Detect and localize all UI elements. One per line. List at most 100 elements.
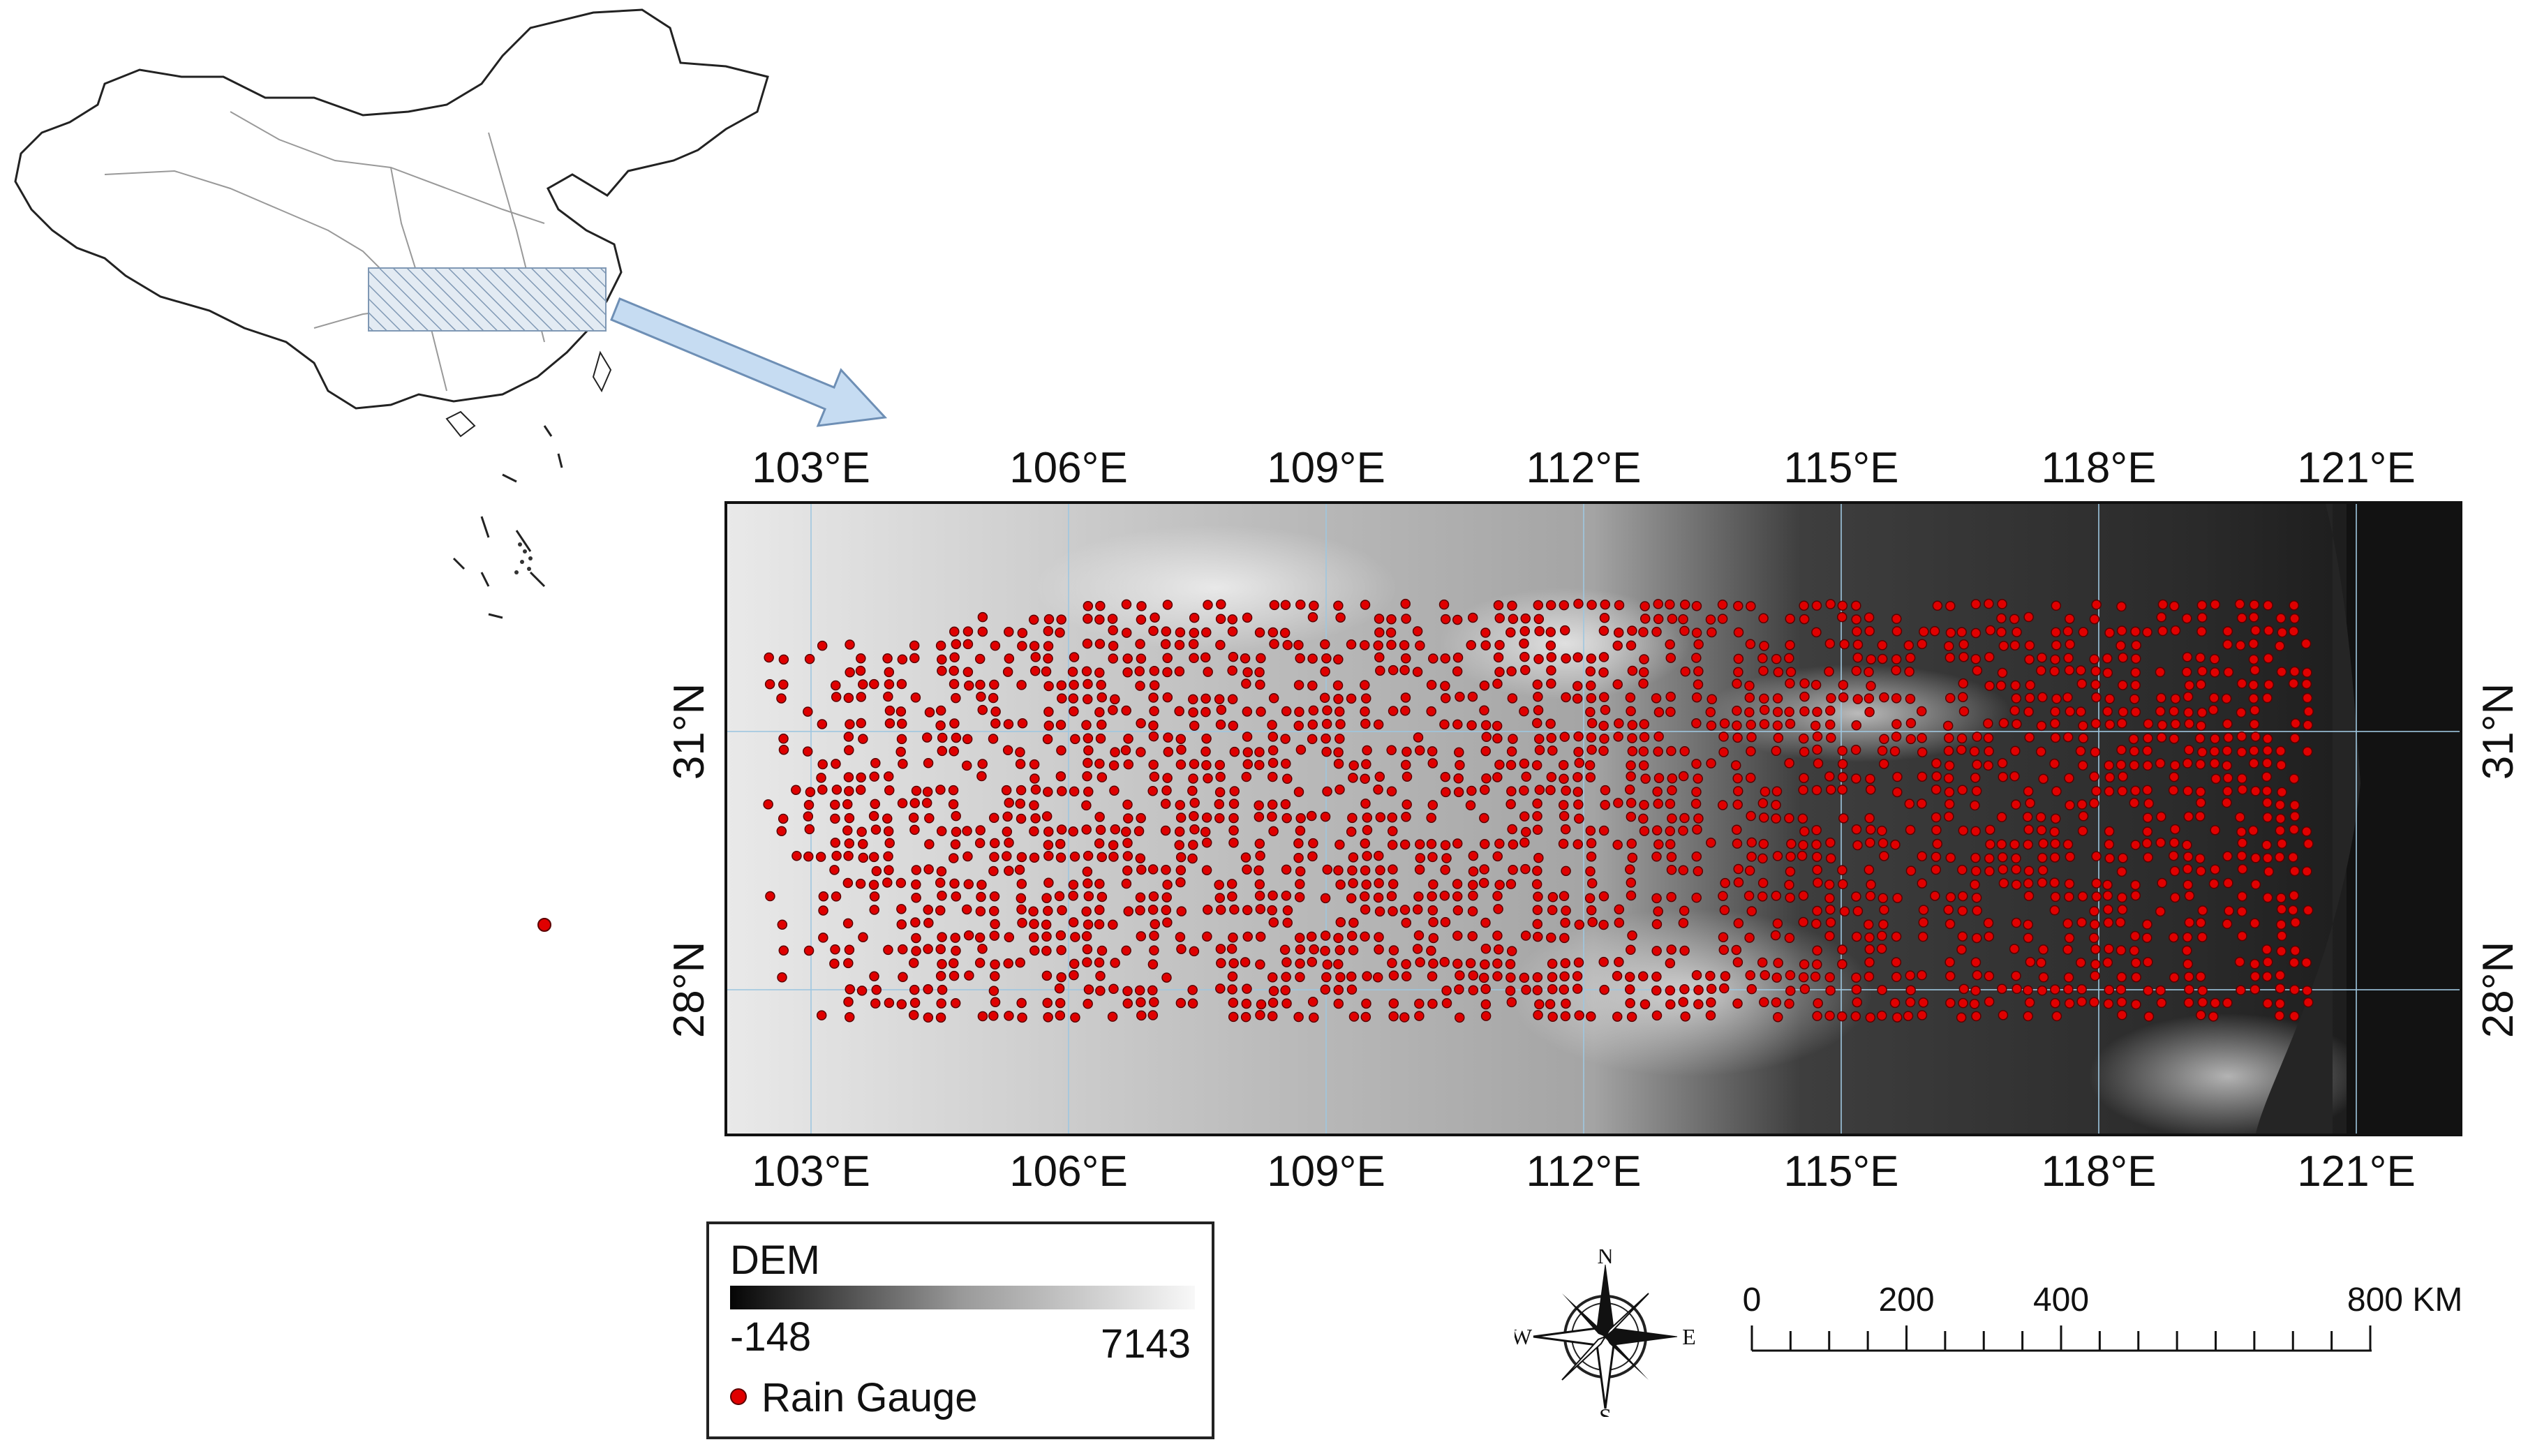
rain-gauge-point: [1016, 997, 1027, 1009]
rain-gauge-point: [2169, 972, 2180, 983]
rain-gauge-point: [2155, 758, 2166, 768]
rain-gauge-point: [1905, 694, 1916, 704]
rain-gauge-point: [1295, 866, 1306, 877]
rain-gauge-point: [1480, 999, 1492, 1010]
rain-gauge-point: [2118, 652, 2128, 663]
rain-gauge-point: [2236, 826, 2247, 838]
rain-gauge-point: [2090, 747, 2101, 757]
rain-gauge-point: [990, 718, 1001, 729]
rain-gauge-point: [858, 852, 869, 863]
rain-gauge-point: [1971, 866, 1981, 877]
rain-gauge-point: [1160, 798, 1171, 809]
rain-gauge-point: [1281, 998, 1292, 1009]
rain-gauge-point: [1905, 866, 1917, 876]
rain-gauge-point: [1216, 704, 1227, 715]
rain-gauge-point: [1015, 957, 1025, 968]
rain-gauge-point: [2289, 626, 2299, 637]
rain-gauge-point: [845, 719, 855, 729]
rain-gauge-point: [2236, 747, 2247, 757]
rain-gauge-point: [1030, 813, 1041, 824]
rain-gauge-point: [2011, 799, 2021, 810]
rain-gauge-point: [1679, 905, 1690, 916]
rain-gauge-point: [1293, 720, 1304, 731]
rain-gauge-point: [1293, 680, 1304, 690]
rain-gauge-point: [1452, 891, 1463, 902]
rain-gauge-point: [1385, 627, 1397, 638]
rain-gauge-point: [1215, 771, 1226, 782]
rain-gauge-point: [976, 771, 987, 782]
rain-gauge-point: [1942, 720, 1954, 731]
rain-gauge-point: [1891, 665, 1901, 676]
rain-gauge-point: [1096, 719, 1107, 730]
rain-gauge-point: [1254, 800, 1264, 811]
rain-gauge-point: [1998, 852, 2008, 863]
rain-gauge-point: [1161, 905, 1172, 916]
rain-gauge-point: [988, 812, 999, 823]
rain-gauge-point: [1944, 733, 1954, 743]
rain-gauge-point: [1439, 891, 1450, 901]
rain-gauge-point: [1903, 1011, 1914, 1021]
rain-gauge-point: [1771, 891, 1782, 901]
rain-gauge-point: [1162, 692, 1173, 703]
rain-gauge-point: [2302, 667, 2312, 678]
rain-gauge-point: [2010, 680, 2021, 691]
rain-gauge-point: [2183, 997, 2194, 1008]
rain-gauge-point: [2275, 799, 2286, 810]
rain-gauge-point: [1055, 838, 1066, 849]
rain-gauge-point: [1096, 692, 1107, 703]
rain-gauge-point: [1917, 771, 1928, 782]
rain-gauge-point: [1626, 944, 1636, 956]
rain-gauge-point: [1945, 600, 1956, 611]
rain-gauge-point: [1189, 797, 1200, 808]
rain-gauge-point: [1333, 933, 1344, 944]
rain-gauge-point: [2064, 664, 2075, 676]
rain-gauge-point: [911, 785, 922, 796]
rain-gauge-point: [1837, 600, 1848, 611]
rain-gauge-point: [2210, 825, 2220, 835]
rain-gauge-point: [1561, 692, 1571, 703]
rain-gauge-point: [1307, 851, 1318, 862]
rain-gauge-point: [1679, 746, 1690, 757]
rain-gauge-point: [1242, 731, 1253, 742]
rain-gauge-point: [1334, 785, 1345, 795]
rain-gauge-point: [949, 718, 960, 729]
rain-gauge-point: [1839, 639, 1850, 650]
rain-gauge-point: [1732, 678, 1742, 689]
rain-gauge-point: [2274, 1010, 2285, 1021]
rain-gauge-point: [1466, 785, 1477, 796]
rain-gauge-point: [1388, 879, 1399, 889]
rain-gauge-point: [1359, 891, 1370, 902]
rain-gauge-point: [1837, 759, 1848, 769]
rain-gauge-point: [1135, 681, 1145, 691]
rain-gauge-point: [937, 891, 947, 901]
rain-gauge-point: [1374, 771, 1385, 782]
rain-gauge-point: [2131, 999, 2141, 1010]
rain-gauge-point: [1824, 666, 1834, 677]
rain-gauge-point: [1798, 733, 1809, 744]
rain-gauge-point: [1492, 891, 1503, 901]
rain-gauge-point: [1572, 787, 1584, 797]
rain-gauge-point: [1043, 840, 1054, 850]
rain-gauge-point: [1110, 694, 1120, 705]
rain-gauge-point: [831, 785, 842, 795]
rain-gauge-point: [1492, 772, 1503, 782]
rain-gauge-point: [1732, 824, 1742, 835]
rain-gauge-point: [2210, 773, 2222, 785]
rain-gauge-point: [1545, 600, 1556, 611]
rain-gauge-point: [1693, 813, 1704, 824]
rain-gauge-point: [1015, 759, 1026, 769]
rain-gauge-point: [1732, 998, 1743, 1009]
rain-gauge-point: [976, 691, 986, 702]
rain-gauge-point: [1121, 627, 1132, 638]
rain-gauge-point: [2051, 693, 2062, 704]
rain-gauge-point: [1784, 653, 1794, 664]
rain-gauge-point: [1998, 718, 2009, 729]
rain-gauge-point: [1957, 931, 1968, 942]
rain-gauge-point: [1188, 773, 1198, 784]
rain-gauge-point: [2262, 745, 2273, 756]
rain-gauge-point: [1123, 759, 1134, 770]
rain-gauge-point: [2051, 600, 2062, 611]
rain-gauge-point: [2210, 864, 2220, 875]
rain-gauge-point: [2235, 640, 2246, 651]
rain-gauge-point: [898, 759, 908, 769]
